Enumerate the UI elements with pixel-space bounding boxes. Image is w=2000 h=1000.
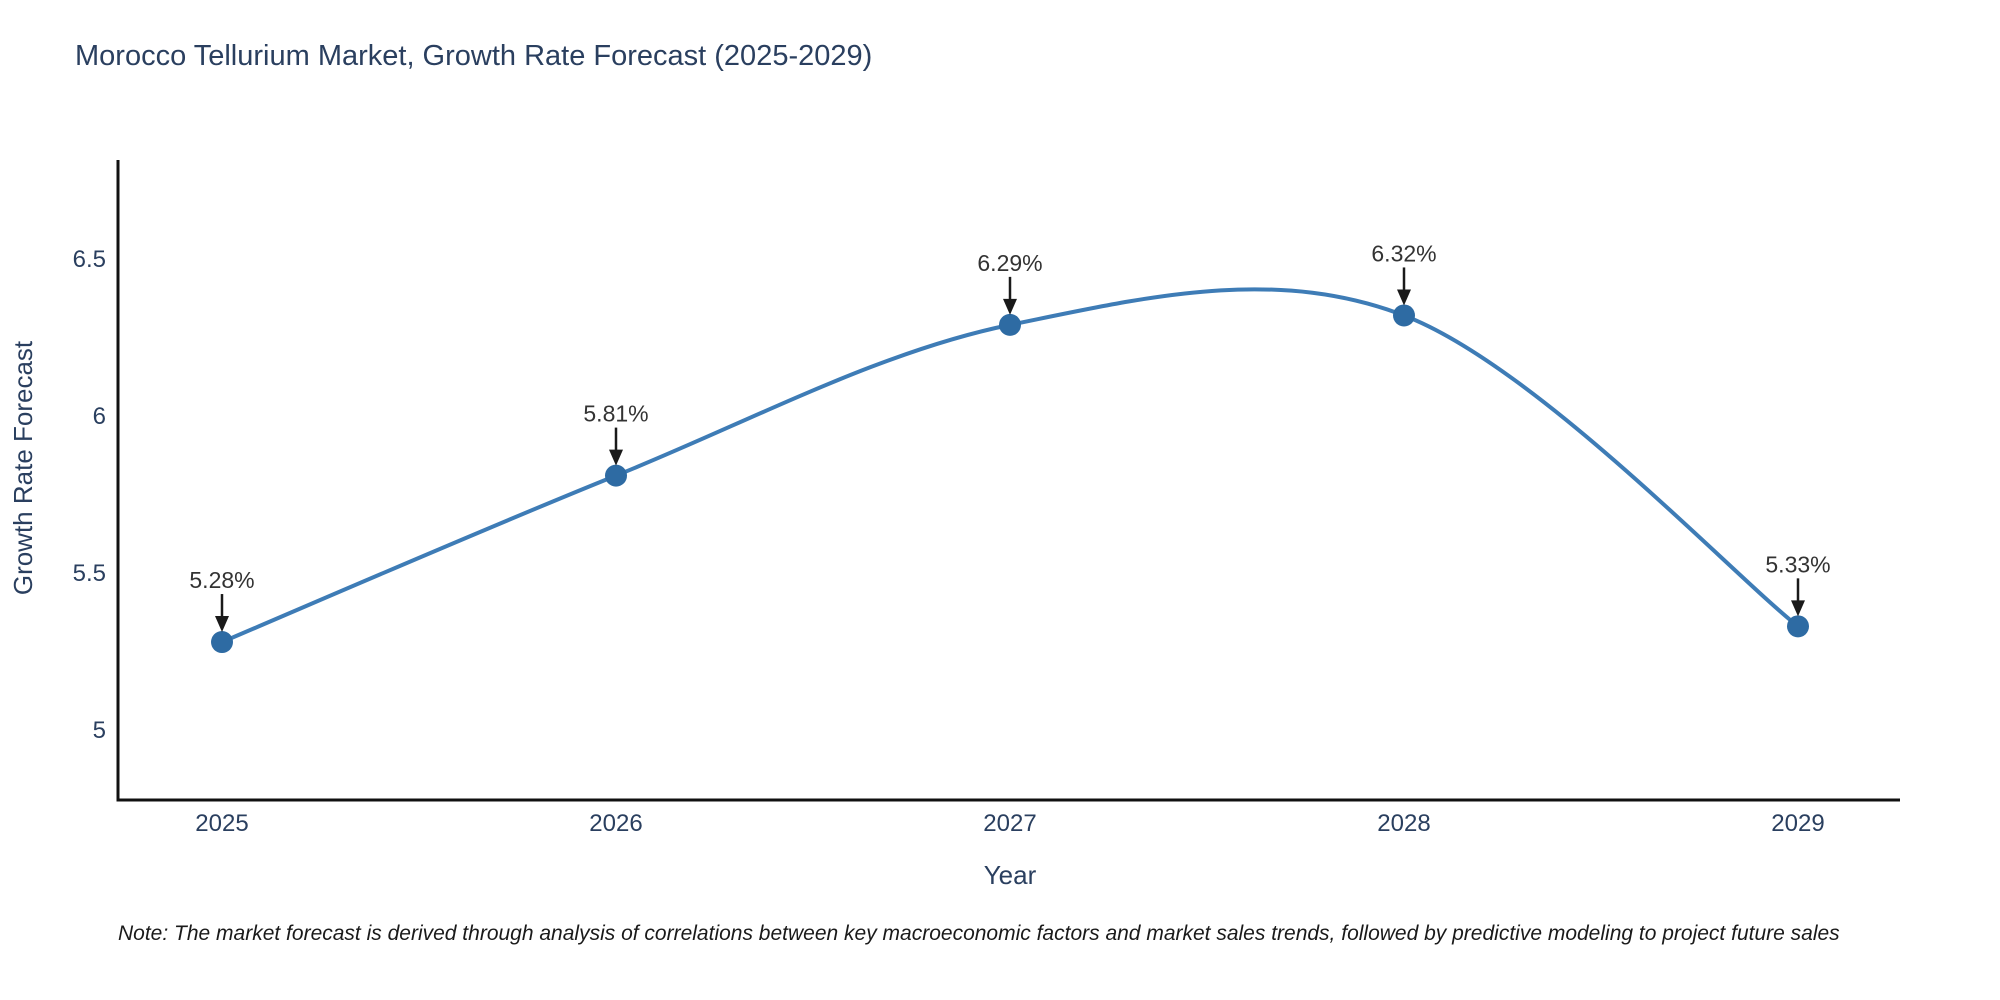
data-point-marker xyxy=(1393,304,1415,327)
y-tick-label: 6.5 xyxy=(73,246,106,273)
data-point-marker xyxy=(211,631,233,654)
data-point-marker xyxy=(605,464,627,487)
data-point-label: 5.33% xyxy=(1765,551,1830,577)
x-axis-title: Year xyxy=(984,860,1037,890)
x-tick-label: 2027 xyxy=(983,810,1036,837)
data-point-marker xyxy=(1787,615,1809,638)
annotation-arrow-head xyxy=(1003,298,1017,315)
point-annotations: 5.28% 5.81% 6.29% 6.32% 5.33% xyxy=(189,240,1831,633)
note-text: Note: The market forecast is derived thr… xyxy=(118,922,1840,945)
series-line xyxy=(211,287,1809,654)
x-axis-ticks: 2025 2026 2027 2028 2029 xyxy=(195,810,1824,837)
data-point-label: 5.28% xyxy=(189,567,254,593)
y-tick-label: 5.5 xyxy=(73,560,106,587)
annotation-arrow-head xyxy=(1791,600,1805,617)
annotation-arrow-head xyxy=(1397,289,1411,306)
y-tick-label: 5 xyxy=(93,717,106,744)
y-axis-ticks: 5 5.5 6 6.5 xyxy=(73,246,106,744)
data-point-label: 5.81% xyxy=(583,401,648,427)
x-tick-label: 2026 xyxy=(589,810,642,837)
x-tick-label: 2029 xyxy=(1771,810,1824,837)
data-point-marker xyxy=(999,313,1021,336)
annotation-arrow-head xyxy=(215,616,229,633)
y-tick-label: 6 xyxy=(93,403,106,430)
data-point-label: 6.32% xyxy=(1371,240,1436,266)
series-path xyxy=(221,287,1800,644)
chart-title: Morocco Tellurium Market, Growth Rate Fo… xyxy=(75,40,873,72)
annotation-arrow-head xyxy=(609,449,623,466)
data-point-label: 6.29% xyxy=(977,250,1042,276)
y-axis-title: Growth Rate Forecast xyxy=(8,340,38,595)
x-tick-label: 2025 xyxy=(195,810,248,837)
x-tick-label: 2028 xyxy=(1377,810,1430,837)
